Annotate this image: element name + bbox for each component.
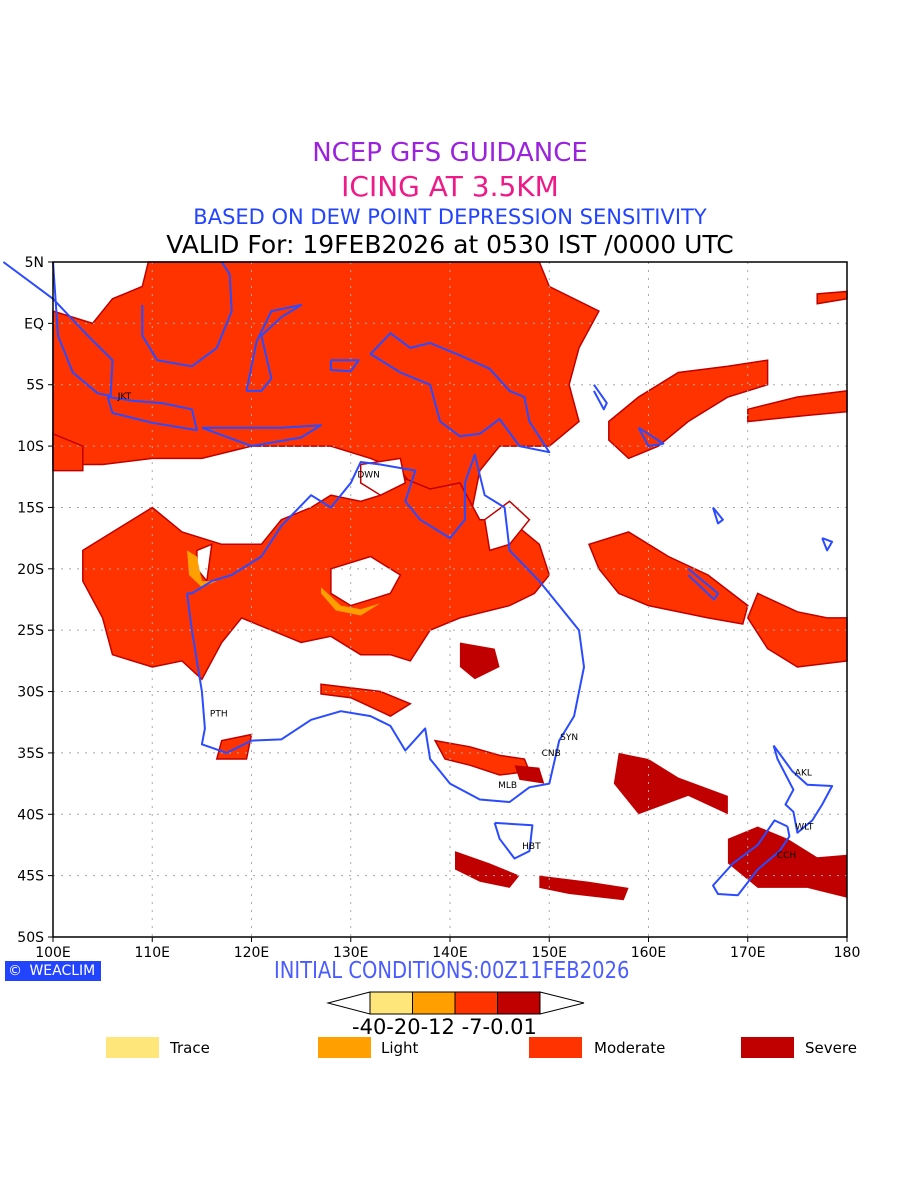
severe-icing-area [459,642,500,680]
legend-swatch-severe [741,1037,794,1058]
lon-tick-label: 150E [531,945,567,961]
moderate-icing-area [215,733,253,760]
legend-label-moderate: Moderate [594,1039,666,1057]
lat-tick-label: EQ [24,316,44,332]
lon-tick-label: 110E [134,945,170,961]
coastline [141,261,233,368]
logo-text: WEACLIM [29,963,96,979]
legend-swatch-trace [106,1037,159,1058]
city-label-dwn: DWN [357,470,380,480]
coastline [712,506,724,525]
city-label-cnb: CNB [542,749,561,759]
coastline [329,359,360,373]
title-product: ICING AT 3.5KM [341,170,559,203]
coastline [106,396,198,432]
moderate-icing-area [433,739,531,776]
coastline [687,568,719,601]
moderate-icing-area [747,390,848,423]
severe-icing-area [613,752,728,815]
severe-icing-area [514,765,545,784]
city-label-pth: PTH [210,710,228,720]
coastline [2,261,114,397]
light-icing-area [187,550,217,588]
colorbar-high-arrow [539,991,585,1015]
moderate-icing-area [587,531,749,625]
lat-tick-label: 10S [17,439,44,455]
coastline [772,744,834,834]
initial-conditions: INITIAL CONDITIONS:00Z11FEB2026 [274,958,630,984]
city-label-akl: AKL [795,769,812,779]
moderate-icing-area [52,261,600,521]
coastline [712,819,791,897]
lat-tick-label: 25S [17,623,44,639]
light-icing-area [321,587,381,616]
colorbar-segment [412,991,456,1015]
lat-tick-label: 5S [26,378,44,394]
copyright-icon: © [8,963,22,979]
severe-icing-area [539,875,629,901]
lon-tick-label: 120E [234,945,270,961]
lon-tick-label: 180 [834,945,861,961]
legend-swatch-light [318,1037,371,1058]
no-icing-gap [330,555,402,607]
city-label-hbt: HBT [522,842,541,852]
colorbar-low-arrow [326,991,371,1015]
severe-icing-area [455,851,520,888]
lat-tick-label: 5N [25,255,44,271]
coastline [245,304,303,392]
coastline [493,821,534,860]
moderate-icing-area [608,359,769,460]
coastline [637,426,665,448]
lat-tick-label: 35S [17,746,44,762]
moderate-icing-area [320,683,412,717]
coastline [201,424,322,448]
colorbar-segment [454,991,498,1015]
lat-tick-label: 15S [17,500,44,516]
city-label-syn: SYN [560,733,578,743]
title-source: NCEP GFS GUIDANCE [312,138,588,168]
coastline [186,453,585,803]
title-valid-time: VALID For: 19FEB2026 at 0530 IST /0000 U… [166,230,734,259]
lon-tick-label: 100E [35,945,71,961]
colorbar-labels: -40-20-12 -7-0.01 [352,1015,537,1039]
title-method: BASED ON DEW POINT DEPRESSION SENSITIVIT… [193,205,707,229]
lat-tick-label: 20S [17,562,44,578]
colorbar-segment [369,991,413,1015]
city-label-mlb: MLB [498,781,517,791]
weaclim-logo: © WEACLIM [5,961,101,981]
severe-icing-area [727,826,847,898]
legend-label-trace: Trace [170,1039,210,1057]
city-label-wlt: WLT [795,823,814,833]
lat-tick-label: 40S [17,807,44,823]
lat-tick-label: 50S [17,930,44,946]
legend-swatch-moderate [529,1037,582,1058]
lon-tick-label: 170E [730,945,766,961]
lon-tick-label: 130E [333,945,369,961]
legend-label-light: Light [381,1039,419,1057]
city-label-cch: CCH [777,851,796,861]
lon-tick-label: 140E [432,945,468,961]
lat-tick-label: 45S [17,869,44,885]
colorbar-segment [497,991,541,1015]
coastline [369,332,551,454]
coastline [821,537,834,552]
coastline [593,384,608,411]
lon-tick-label: 160E [631,945,667,961]
lat-tick-label: 30S [17,685,44,701]
moderate-icing-area [816,290,848,305]
legend-label-severe: Severe [805,1039,857,1057]
city-label-jkt: JKT [117,392,132,402]
